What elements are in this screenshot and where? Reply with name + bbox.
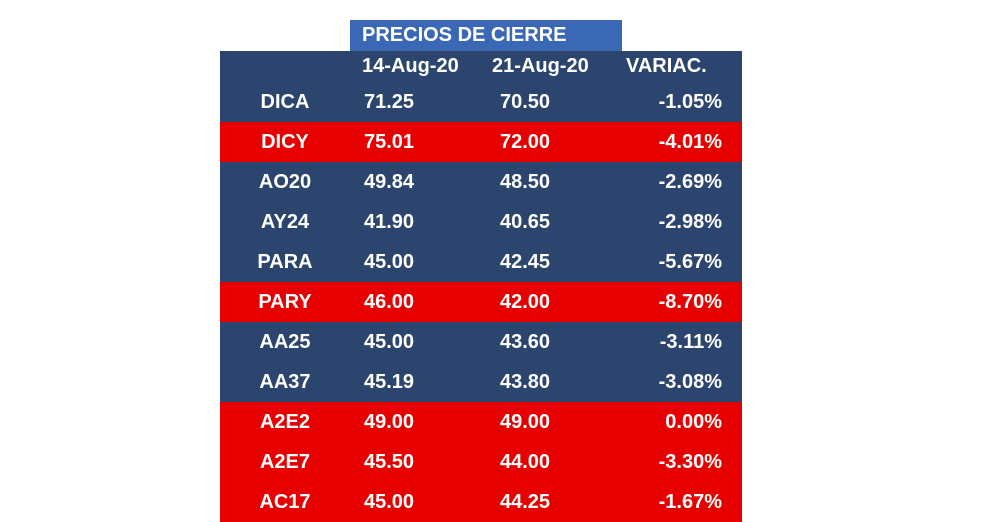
- cell-price-date2: 49.00: [486, 402, 622, 442]
- cell-ticker: A2E2: [220, 402, 350, 442]
- table-body: DICA71.2570.50-1.05%DICY75.0172.00-4.01%…: [220, 82, 742, 522]
- cell-variation: -2.98%: [622, 202, 742, 242]
- cell-price-date1: 41.90: [350, 202, 486, 242]
- cell-price-date2: 44.25: [486, 482, 622, 522]
- cell-price-date1: 71.25: [350, 82, 486, 122]
- cell-ticker: DICY: [220, 122, 350, 162]
- cell-ticker: AO20: [220, 162, 350, 202]
- cell-variation: -3.08%: [622, 362, 742, 402]
- cell-ticker: PARY: [220, 282, 350, 322]
- header-col-date1: 14-Aug-20: [350, 51, 486, 82]
- table-row: AY2441.9040.65-2.98%: [220, 202, 742, 242]
- cell-variation: 0.00%: [622, 402, 742, 442]
- table-row: AA3745.1943.80-3.08%: [220, 362, 742, 402]
- cell-price-date1: 75.01: [350, 122, 486, 162]
- cell-price-date2: 70.50: [486, 82, 622, 122]
- header-spacer: [220, 20, 350, 51]
- cell-price-date1: 49.84: [350, 162, 486, 202]
- header-title-row: PRECIOS DE CIERRE: [220, 20, 742, 51]
- cell-price-date1: 45.00: [350, 242, 486, 282]
- cell-variation: -1.67%: [622, 482, 742, 522]
- cell-ticker: A2E7: [220, 442, 350, 482]
- cell-ticker: AA37: [220, 362, 350, 402]
- cell-price-date2: 40.65: [486, 202, 622, 242]
- table-row: AC1745.0044.25-1.67%: [220, 482, 742, 522]
- price-table: PRECIOS DE CIERRE 14-Aug-20 21-Aug-20 VA…: [220, 20, 742, 522]
- cell-ticker: AA25: [220, 322, 350, 362]
- cell-price-date2: 42.00: [486, 282, 622, 322]
- cell-price-date1: 45.50: [350, 442, 486, 482]
- cell-variation: -3.11%: [622, 322, 742, 362]
- table-row: A2E249.0049.000.00%: [220, 402, 742, 442]
- cell-price-date2: 43.80: [486, 362, 622, 402]
- table-row: PARA45.0042.45-5.67%: [220, 242, 742, 282]
- cell-variation: -4.01%: [622, 122, 742, 162]
- table-row: AO2049.8448.50-2.69%: [220, 162, 742, 202]
- cell-variation: -3.30%: [622, 442, 742, 482]
- table-title: PRECIOS DE CIERRE: [350, 20, 622, 51]
- header-col-spacer: [220, 51, 350, 82]
- cell-price-date2: 48.50: [486, 162, 622, 202]
- cell-variation: -2.69%: [622, 162, 742, 202]
- cell-price-date1: 45.00: [350, 322, 486, 362]
- header-col-date2: 21-Aug-20: [486, 51, 622, 82]
- cell-price-date2: 42.45: [486, 242, 622, 282]
- cell-ticker: PARA: [220, 242, 350, 282]
- cell-price-date2: 43.60: [486, 322, 622, 362]
- cell-ticker: AC17: [220, 482, 350, 522]
- table-row: PARY46.0042.00-8.70%: [220, 282, 742, 322]
- cell-price-date1: 45.00: [350, 482, 486, 522]
- cell-variation: -1.05%: [622, 82, 742, 122]
- cell-price-date1: 49.00: [350, 402, 486, 442]
- cell-ticker: AY24: [220, 202, 350, 242]
- cell-variation: -5.67%: [622, 242, 742, 282]
- table-row: DICA71.2570.50-1.05%: [220, 82, 742, 122]
- table-row: DICY75.0172.00-4.01%: [220, 122, 742, 162]
- header-columns-row: 14-Aug-20 21-Aug-20 VARIAC.: [220, 51, 742, 82]
- header-col-variac: VARIAC.: [622, 51, 734, 82]
- table-row: AA2545.0043.60-3.11%: [220, 322, 742, 362]
- table-row: A2E745.5044.00-3.30%: [220, 442, 742, 482]
- cell-ticker: DICA: [220, 82, 350, 122]
- cell-price-date2: 72.00: [486, 122, 622, 162]
- cell-price-date2: 44.00: [486, 442, 622, 482]
- cell-variation: -8.70%: [622, 282, 742, 322]
- cell-price-date1: 46.00: [350, 282, 486, 322]
- cell-price-date1: 45.19: [350, 362, 486, 402]
